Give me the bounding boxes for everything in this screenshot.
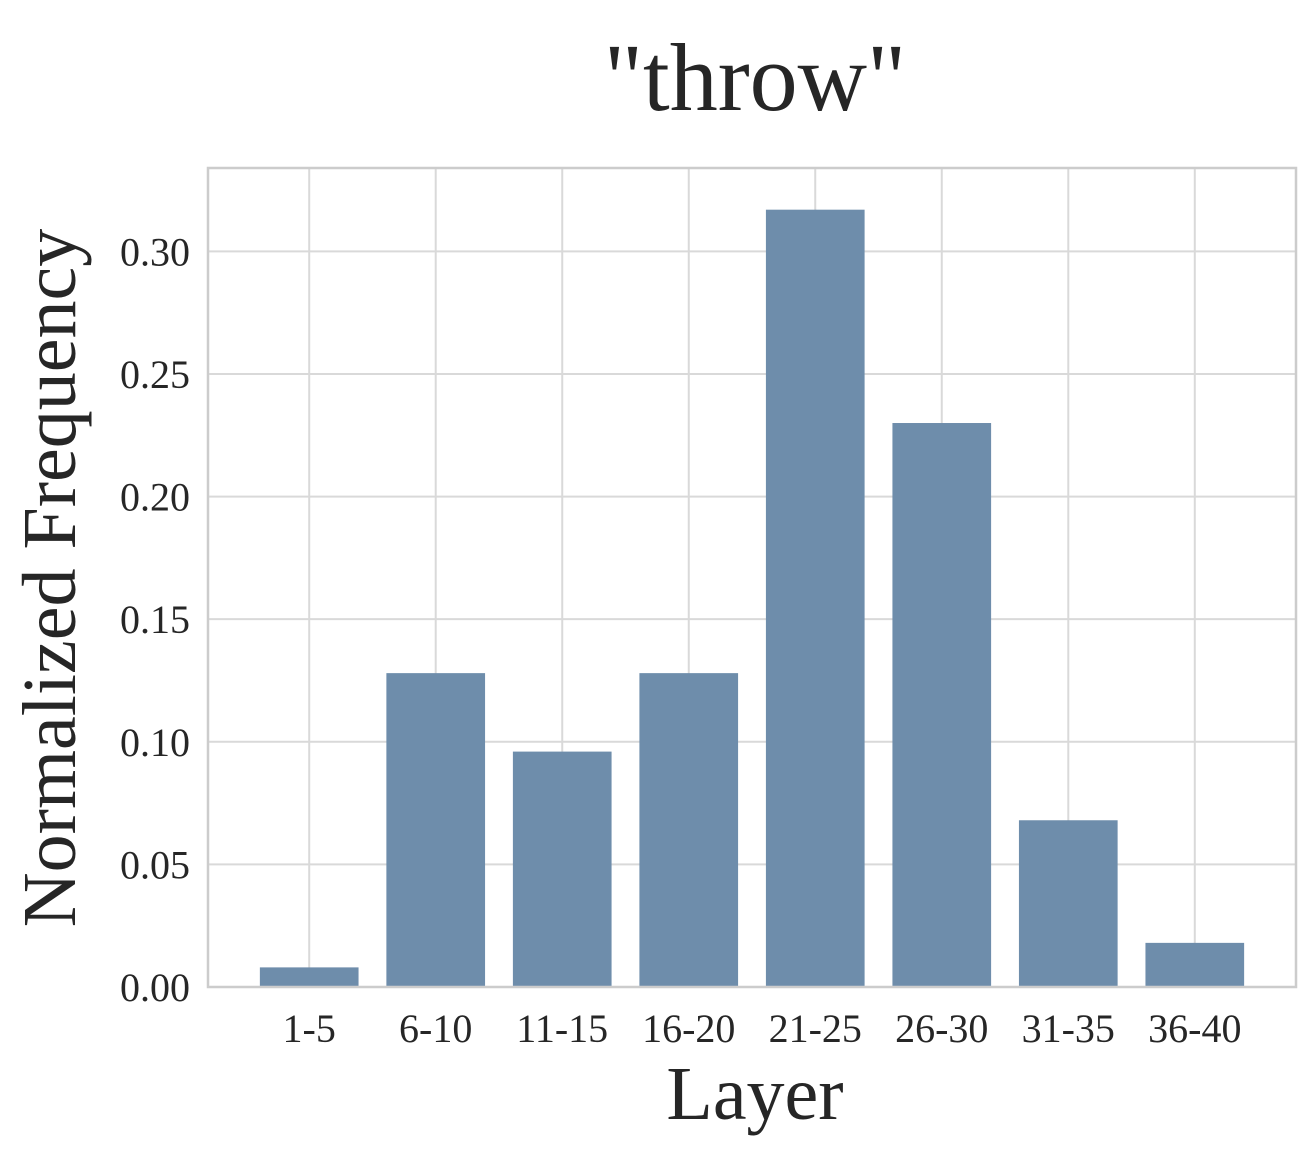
y-tick-label: 0.30 xyxy=(120,229,190,274)
x-tick-label: 31-35 xyxy=(1022,1006,1115,1051)
x-tick-label: 11-15 xyxy=(516,1006,608,1051)
x-axis-label: Layer xyxy=(666,1052,843,1136)
chart-title: "throw" xyxy=(604,24,906,131)
x-tick-label: 1-5 xyxy=(283,1006,336,1051)
x-tick-labels: 1-5 6-10 11-15 16-20 21-25 26-30 31-35 36-40 xyxy=(283,1006,1242,1051)
y-tick-label: 0.00 xyxy=(120,965,190,1010)
bar-31-35 xyxy=(1018,820,1118,987)
y-axis-label: Normalized Frequency xyxy=(8,229,92,928)
x-tick-label: 21-25 xyxy=(769,1006,862,1051)
grid-lines xyxy=(208,168,1296,988)
y-tick-label: 0.15 xyxy=(120,597,190,642)
x-tick-label: 6-10 xyxy=(399,1006,472,1051)
bar-1-5 xyxy=(259,967,359,987)
y-tick-label: 0.25 xyxy=(120,352,190,397)
bars xyxy=(259,209,1245,988)
y-tick-label: 0.05 xyxy=(120,842,190,887)
bar-36-40 xyxy=(1145,942,1245,987)
y-tick-label: 0.10 xyxy=(120,720,190,765)
x-tick-label: 16-20 xyxy=(642,1006,735,1051)
x-tick-label: 36-40 xyxy=(1148,1006,1241,1051)
plot-frame xyxy=(206,166,1298,989)
bar-11-15 xyxy=(512,751,612,987)
bar-16-20 xyxy=(639,673,739,987)
y-tick-labels: 0.00 0.05 0.10 0.15 0.20 0.25 0.30 xyxy=(120,229,190,1010)
x-tick-label: 26-30 xyxy=(895,1006,988,1051)
y-tick-label: 0.20 xyxy=(120,475,190,520)
bar-6-10 xyxy=(386,673,486,987)
bar-21-25 xyxy=(765,209,865,988)
bar-26-30 xyxy=(892,423,992,988)
